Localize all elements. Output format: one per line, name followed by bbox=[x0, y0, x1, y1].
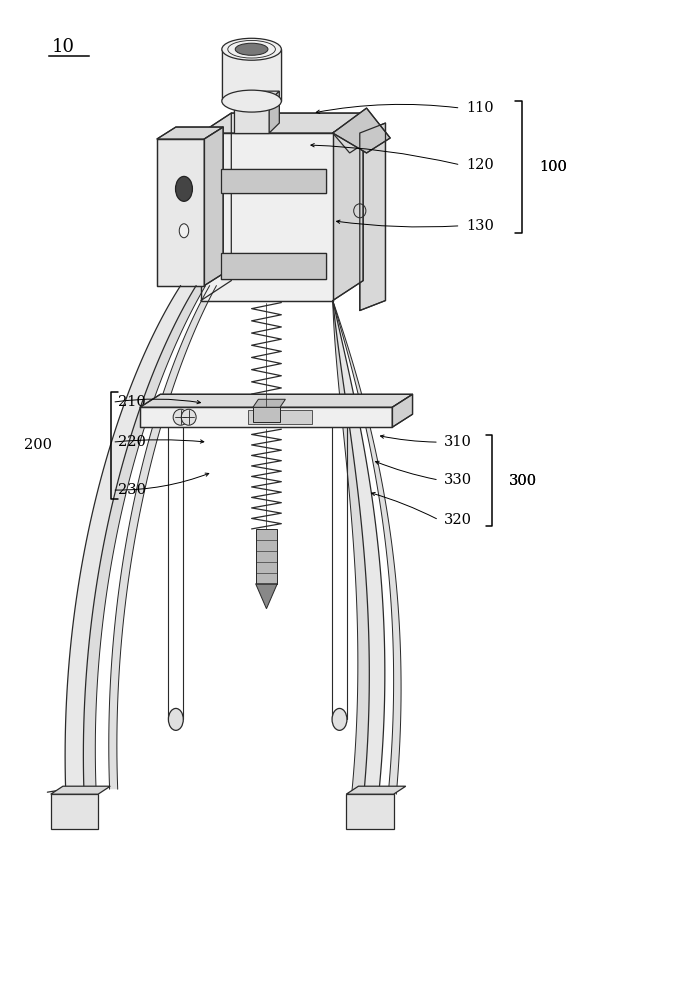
Ellipse shape bbox=[168, 399, 183, 421]
Text: 130: 130 bbox=[466, 219, 494, 233]
Polygon shape bbox=[204, 127, 223, 286]
Text: 220: 220 bbox=[117, 435, 145, 449]
Polygon shape bbox=[346, 786, 406, 794]
Text: 100: 100 bbox=[539, 160, 567, 174]
Ellipse shape bbox=[173, 409, 188, 425]
Polygon shape bbox=[333, 301, 369, 794]
Polygon shape bbox=[333, 108, 390, 153]
FancyArrowPatch shape bbox=[371, 492, 437, 519]
Ellipse shape bbox=[222, 90, 281, 112]
Polygon shape bbox=[333, 301, 385, 794]
Polygon shape bbox=[253, 399, 285, 407]
Polygon shape bbox=[51, 794, 98, 829]
Text: 10: 10 bbox=[52, 38, 75, 56]
Polygon shape bbox=[360, 123, 386, 311]
Polygon shape bbox=[221, 253, 326, 279]
Polygon shape bbox=[201, 113, 363, 133]
Polygon shape bbox=[84, 286, 206, 789]
Text: 310: 310 bbox=[444, 435, 472, 449]
Polygon shape bbox=[249, 410, 312, 424]
FancyArrowPatch shape bbox=[115, 399, 200, 404]
Polygon shape bbox=[157, 139, 204, 286]
Text: 210: 210 bbox=[117, 395, 145, 409]
Polygon shape bbox=[333, 113, 363, 301]
Text: 330: 330 bbox=[444, 473, 473, 487]
Ellipse shape bbox=[222, 38, 281, 60]
FancyArrowPatch shape bbox=[115, 440, 204, 443]
Polygon shape bbox=[51, 786, 110, 794]
Polygon shape bbox=[234, 91, 279, 101]
Polygon shape bbox=[333, 301, 401, 794]
FancyArrowPatch shape bbox=[115, 473, 208, 490]
Text: 110: 110 bbox=[466, 101, 494, 115]
Polygon shape bbox=[222, 49, 281, 101]
Text: 300: 300 bbox=[509, 474, 536, 488]
Ellipse shape bbox=[181, 409, 196, 425]
Polygon shape bbox=[201, 133, 333, 301]
Ellipse shape bbox=[332, 399, 347, 421]
Polygon shape bbox=[256, 584, 277, 609]
Text: 120: 120 bbox=[466, 158, 494, 172]
Ellipse shape bbox=[179, 224, 189, 238]
FancyArrowPatch shape bbox=[316, 104, 458, 113]
Polygon shape bbox=[234, 101, 269, 133]
Polygon shape bbox=[392, 394, 413, 427]
Polygon shape bbox=[140, 407, 392, 427]
Polygon shape bbox=[253, 407, 280, 422]
FancyArrowPatch shape bbox=[375, 461, 436, 480]
Ellipse shape bbox=[332, 708, 347, 730]
Text: 230: 230 bbox=[117, 483, 146, 497]
Polygon shape bbox=[221, 169, 326, 193]
Ellipse shape bbox=[175, 176, 192, 201]
Text: 100: 100 bbox=[539, 160, 567, 174]
Polygon shape bbox=[269, 91, 279, 133]
FancyArrowPatch shape bbox=[311, 144, 458, 164]
Text: 200: 200 bbox=[24, 438, 52, 452]
Text: 320: 320 bbox=[444, 513, 473, 527]
FancyArrowPatch shape bbox=[337, 220, 458, 227]
Polygon shape bbox=[346, 794, 394, 829]
Ellipse shape bbox=[235, 43, 268, 55]
Polygon shape bbox=[333, 113, 380, 153]
Polygon shape bbox=[157, 127, 223, 139]
FancyArrowPatch shape bbox=[380, 435, 436, 442]
Polygon shape bbox=[256, 529, 277, 584]
Ellipse shape bbox=[168, 708, 183, 730]
Polygon shape bbox=[109, 286, 217, 789]
Polygon shape bbox=[65, 286, 196, 789]
Text: 300: 300 bbox=[509, 474, 536, 488]
Polygon shape bbox=[140, 394, 413, 407]
